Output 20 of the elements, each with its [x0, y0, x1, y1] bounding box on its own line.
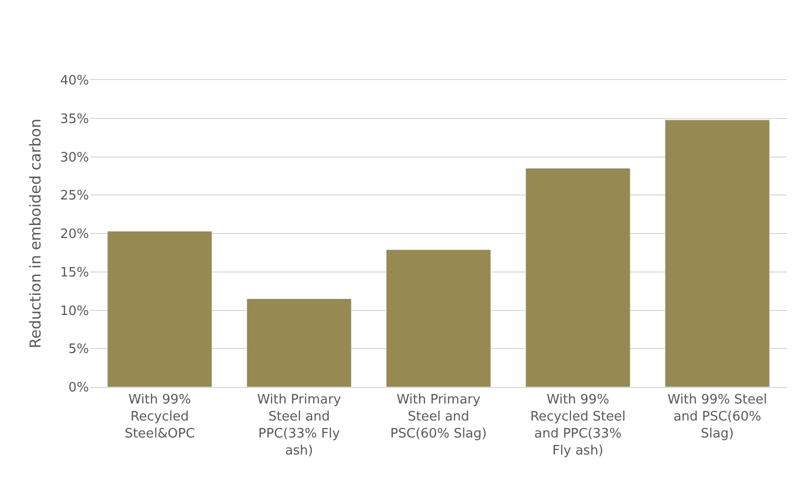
y-tick-label: 25%: [60, 188, 89, 204]
y-tick-label: 0%: [68, 380, 89, 396]
y-tick-label: 20%: [60, 227, 89, 242]
x-tick-label: With Primary Steel and PSC(60% Slag): [390, 392, 487, 442]
y-tick-label: 35%: [60, 112, 89, 127]
y-tick-label: 5%: [68, 342, 89, 358]
bar: [525, 168, 630, 387]
bar: [107, 230, 212, 387]
x-tick-label: With Primary Steel and PPC(33% Fly ash): [257, 392, 342, 458]
x-tick-label: With 99% Steel and PSC(60% Slag): [667, 392, 768, 442]
y-tick-label: 40%: [60, 74, 89, 89]
y-axis-title: Reduction in emboided carbon: [26, 118, 44, 348]
x-tick-label: With 99% Recycled Steel&OPC: [124, 392, 195, 442]
bar: [386, 249, 492, 387]
bar: [664, 120, 770, 387]
y-tick-label: 10%: [60, 304, 89, 319]
y-tick-label: 30%: [60, 150, 89, 166]
x-tick-label: With 99% Recycled Steel and PPC(33% Fly ash): [530, 392, 626, 458]
y-tick-label: 15%: [60, 265, 89, 280]
bar: [246, 298, 352, 387]
